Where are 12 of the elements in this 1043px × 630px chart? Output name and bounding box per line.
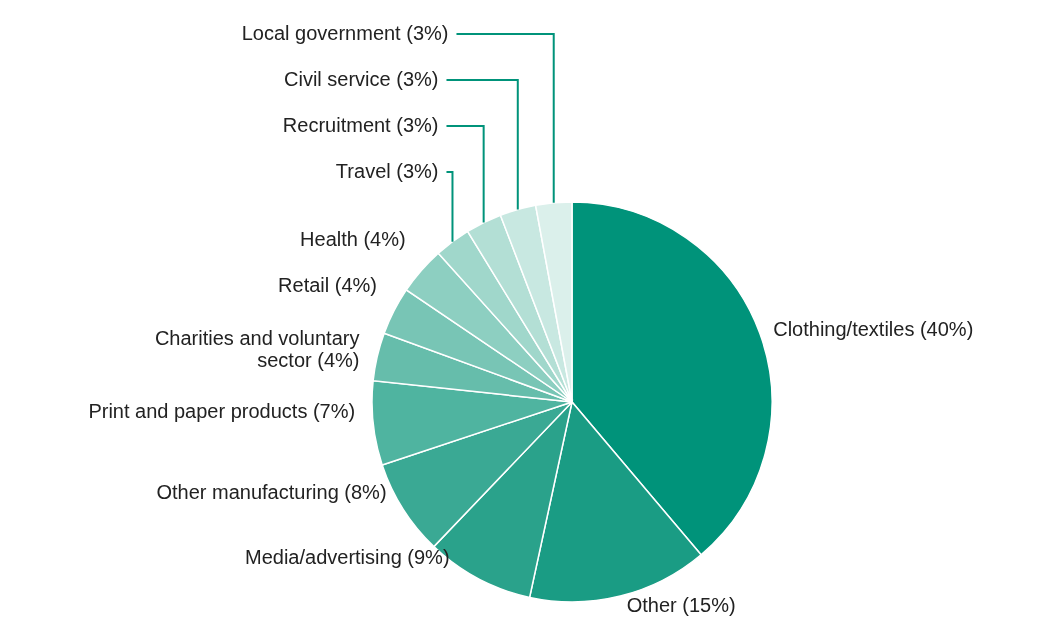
slice-label: Local government (3%) [241, 22, 449, 44]
slice-label: Clothing/textiles (40%) [773, 317, 974, 340]
slice-label: Print and paper products (7%) [88, 400, 356, 423]
slice-label: Health (4%) [300, 227, 406, 250]
slice-label: Recruitment (3%) [282, 114, 439, 136]
slice-label: Charities and voluntary sector (4%) [154, 327, 360, 372]
slice-label: Other manufacturing (8%) [156, 480, 387, 503]
slice-label: Retail (4%) [278, 274, 378, 297]
slice-label: Travel (3%) [335, 160, 439, 182]
slice-label: Civil service (3%) [284, 68, 439, 90]
slice-label: Media/advertising (9%) [245, 546, 450, 569]
slice-label: Other (15%) [626, 593, 736, 616]
